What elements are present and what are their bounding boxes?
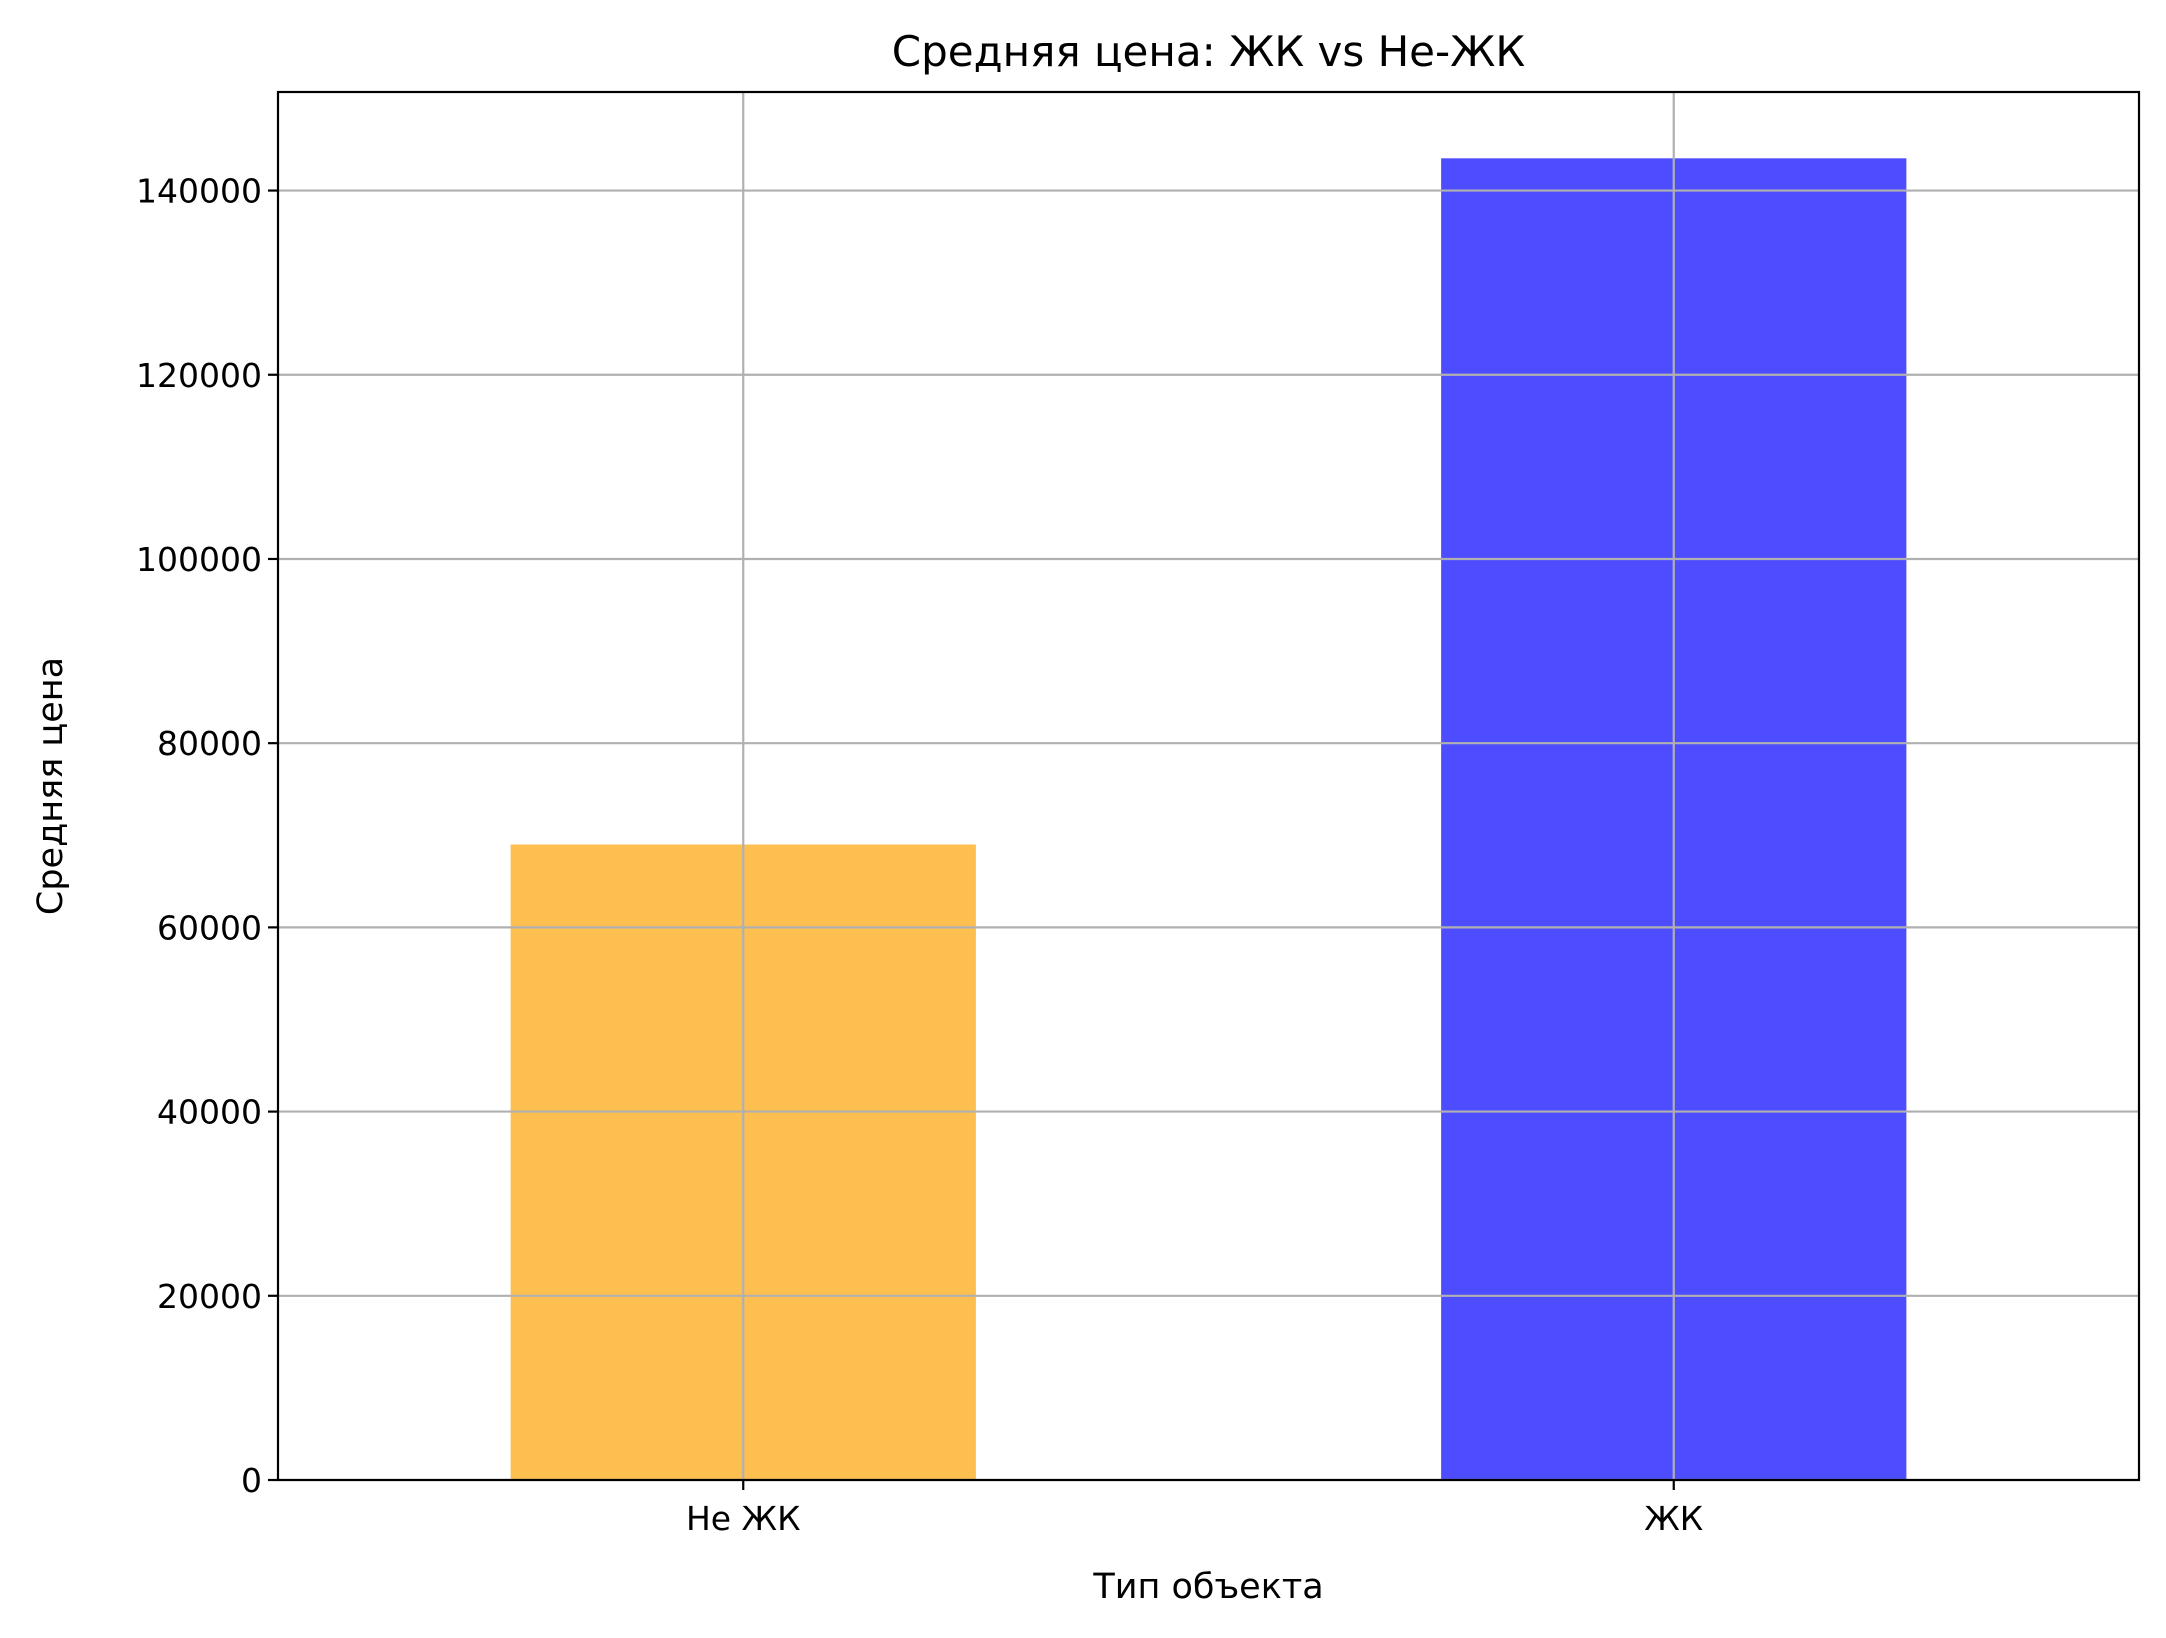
grid bbox=[278, 92, 2139, 1482]
x-axis-label: Тип объекта bbox=[1092, 1567, 1323, 1607]
y-tick-label: 80000 bbox=[157, 724, 262, 763]
y-tick-label: 40000 bbox=[157, 1093, 262, 1132]
y-axis-label: Средняя цена bbox=[31, 657, 71, 915]
y-tick-label: 140000 bbox=[136, 172, 262, 211]
y-tick-label: 20000 bbox=[157, 1277, 262, 1316]
y-tick-label: 60000 bbox=[157, 908, 262, 947]
y-tick-label: 0 bbox=[241, 1461, 262, 1500]
y-tick-label: 120000 bbox=[136, 356, 262, 395]
y-tick-label: 100000 bbox=[136, 540, 262, 579]
chart-title: Средняя цена: ЖК vs Не-ЖК bbox=[892, 27, 1525, 76]
x-tick-label: Не ЖК bbox=[686, 1499, 801, 1538]
plot-frame bbox=[276, 90, 2141, 1482]
x-tick-label: ЖК bbox=[1644, 1499, 1703, 1538]
axis-ticks: 0 20000 40000 60000 80000 100000 120000 140000 Н… bbox=[136, 172, 1703, 1538]
